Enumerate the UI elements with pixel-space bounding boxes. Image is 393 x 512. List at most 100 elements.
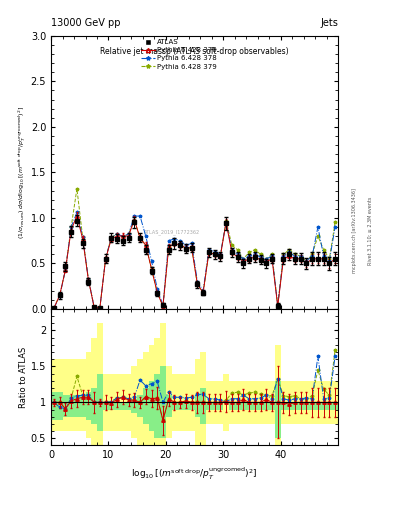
Pythia 6.428 378 [241, 256, 246, 262]
Pythia 6.428 379 [310, 251, 314, 258]
Pythia 6.428 378 [252, 251, 257, 258]
Pythia 6.428 379 [321, 247, 326, 253]
Pythia 6.428 379 [161, 303, 165, 309]
Pythia 6.428 379 [195, 281, 200, 287]
Pythia 6.428 378 [166, 238, 171, 244]
Pythia 6.428 378 [75, 209, 79, 216]
Pythia 6.428 379 [270, 251, 274, 258]
Pythia 6.428 379 [333, 219, 338, 225]
Pythia 6.428 378 [97, 305, 102, 311]
Pythia 6.428 378 [298, 253, 303, 259]
Pythia 6.428 379 [247, 249, 252, 255]
Text: mcplots.cern.ch [arXiv:1306.3436]: mcplots.cern.ch [arXiv:1306.3436] [352, 188, 357, 273]
Pythia 6.428 378 [235, 251, 240, 258]
Pythia 6.428 378 [201, 288, 206, 294]
Pythia 6.428 379 [57, 292, 62, 298]
Y-axis label: Ratio to ATLAS: Ratio to ATLAS [19, 347, 28, 408]
Pythia 6.428 379 [178, 242, 183, 248]
Pythia 6.428 379 [138, 235, 142, 241]
Pythia 6.428 378 [316, 224, 320, 230]
Pythia 6.428 378 [143, 233, 148, 239]
Pythia 6.428 379 [149, 266, 154, 272]
Pythia 6.428 379 [120, 233, 125, 239]
Line: Pythia 6.428 378: Pythia 6.428 378 [52, 210, 337, 310]
Y-axis label: $(1/\sigma_{\rm resum})\ d\sigma/d\log_{10}[(m^{\rm soft\ drop}/p_T^{\rm ungroom: $(1/\sigma_{\rm resum})\ d\sigma/d\log_{… [17, 105, 28, 239]
Pythia 6.428 378 [281, 253, 286, 259]
Pythia 6.428 378 [224, 219, 228, 225]
Text: 13000 GeV pp: 13000 GeV pp [51, 18, 121, 28]
Pythia 6.428 378 [155, 286, 160, 292]
Pythia 6.428 379 [235, 247, 240, 253]
Pythia 6.428 378 [109, 234, 114, 240]
Pythia 6.428 379 [281, 251, 286, 258]
Pythia 6.428 379 [258, 251, 263, 258]
Pythia 6.428 379 [51, 305, 56, 311]
Text: Rivet 3.1.10; ≥ 2.3M events: Rivet 3.1.10; ≥ 2.3M events [367, 196, 373, 265]
Pythia 6.428 379 [97, 305, 102, 311]
Pythia 6.428 378 [63, 267, 68, 273]
Pythia 6.428 379 [75, 186, 79, 192]
Pythia 6.428 378 [126, 231, 131, 238]
Pythia 6.428 378 [86, 276, 91, 282]
Pythia 6.428 378 [218, 251, 223, 258]
Pythia 6.428 379 [304, 259, 309, 265]
Pythia 6.428 378 [57, 293, 62, 299]
Pythia 6.428 378 [92, 304, 97, 310]
Pythia 6.428 378 [292, 253, 298, 259]
Pythia 6.428 379 [80, 234, 85, 240]
Pythia 6.428 378 [178, 238, 183, 244]
Pythia 6.428 379 [103, 256, 108, 262]
Pythia 6.428 378 [149, 258, 154, 264]
Pythia 6.428 379 [126, 231, 131, 238]
Pythia 6.428 378 [184, 242, 188, 248]
Pythia 6.428 379 [292, 251, 298, 258]
Pythia 6.428 379 [172, 240, 177, 246]
Text: ATLAS_2019_I1772362: ATLAS_2019_I1772362 [143, 229, 200, 236]
Pythia 6.428 378 [195, 279, 200, 285]
Pythia 6.428 379 [155, 289, 160, 295]
Text: Relative jet massρ (ATLAS soft-drop observables): Relative jet massρ (ATLAS soft-drop obse… [100, 47, 289, 56]
Pythia 6.428 379 [298, 253, 303, 259]
Pythia 6.428 378 [51, 305, 56, 311]
Legend: ATLAS, Pythia 6.428 370, Pythia 6.428 378, Pythia 6.428 379: ATLAS, Pythia 6.428 370, Pythia 6.428 37… [141, 39, 217, 70]
Pythia 6.428 379 [184, 245, 188, 251]
Line: Pythia 6.428 379: Pythia 6.428 379 [52, 187, 337, 310]
Pythia 6.428 378 [333, 224, 338, 230]
Pythia 6.428 379 [132, 217, 137, 223]
Pythia 6.428 379 [230, 242, 234, 248]
Pythia 6.428 378 [258, 254, 263, 260]
Pythia 6.428 379 [115, 231, 119, 238]
Pythia 6.428 378 [270, 253, 274, 259]
X-axis label: $\log_{10}[(m^{\rm soft\ drop}/p_T^{\rm ungroomed})^2]$: $\log_{10}[(m^{\rm soft\ drop}/p_T^{\rm … [131, 466, 258, 482]
Pythia 6.428 379 [327, 256, 332, 262]
Pythia 6.428 378 [120, 233, 125, 239]
Pythia 6.428 378 [212, 248, 217, 254]
Pythia 6.428 379 [201, 289, 206, 295]
Pythia 6.428 379 [252, 247, 257, 253]
Pythia 6.428 379 [275, 302, 280, 308]
Pythia 6.428 379 [207, 249, 211, 255]
Pythia 6.428 378 [132, 213, 137, 219]
Pythia 6.428 379 [224, 218, 228, 224]
Pythia 6.428 379 [63, 267, 68, 273]
Pythia 6.428 379 [86, 276, 91, 282]
Pythia 6.428 379 [166, 244, 171, 250]
Pythia 6.428 379 [109, 234, 114, 240]
Pythia 6.428 378 [161, 302, 165, 308]
Pythia 6.428 379 [287, 247, 292, 253]
Pythia 6.428 378 [80, 234, 85, 240]
Pythia 6.428 378 [327, 258, 332, 264]
Pythia 6.428 379 [189, 245, 194, 251]
Pythia 6.428 378 [321, 253, 326, 259]
Pythia 6.428 378 [189, 240, 194, 246]
Pythia 6.428 378 [264, 256, 269, 262]
Pythia 6.428 378 [172, 236, 177, 242]
Pythia 6.428 379 [212, 251, 217, 258]
Pythia 6.428 379 [143, 242, 148, 248]
Pythia 6.428 378 [230, 247, 234, 253]
Pythia 6.428 379 [316, 233, 320, 239]
Pythia 6.428 379 [218, 253, 223, 259]
Pythia 6.428 378 [207, 247, 211, 253]
Pythia 6.428 379 [92, 304, 97, 310]
Pythia 6.428 378 [310, 253, 314, 259]
